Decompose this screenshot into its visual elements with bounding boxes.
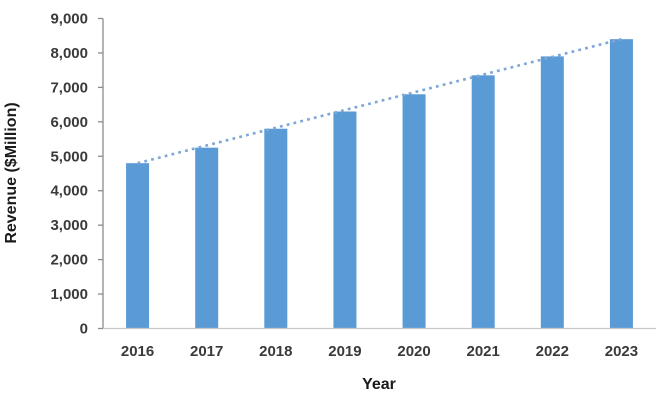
x-axis-title: Year (362, 376, 396, 393)
x-tick-label-2023: 2023 (605, 343, 638, 360)
y-tick-label: 9,000 (50, 11, 88, 28)
y-tick-label: 1,000 (50, 286, 88, 303)
x-tick-label-2022: 2022 (536, 343, 569, 360)
bar-2021 (471, 75, 495, 329)
bar-2018 (264, 128, 288, 329)
y-axis-title: Revenue ($Million) (3, 102, 20, 243)
x-tick-label-2021: 2021 (467, 343, 500, 360)
bar-2023 (609, 39, 633, 329)
y-tick-label: 4,000 (50, 183, 88, 200)
y-tick-label: 0 (80, 321, 88, 338)
x-tick-label-2019: 2019 (328, 343, 361, 360)
bar-2022 (540, 56, 564, 329)
bar-2017 (195, 147, 219, 329)
y-tick-label: 8,000 (50, 45, 88, 62)
y-tick-label: 3,000 (50, 217, 88, 234)
y-tick-label: 7,000 (50, 79, 88, 96)
bar-2019 (333, 111, 357, 329)
y-tick-label: 6,000 (50, 114, 88, 131)
x-tick-label-2016: 2016 (121, 343, 154, 360)
x-tick-label-2017: 2017 (190, 343, 223, 360)
bar-2020 (402, 94, 426, 329)
x-tick-label-2018: 2018 (259, 343, 292, 360)
y-tick-label: 5,000 (50, 148, 88, 165)
y-tick-label: 2,000 (50, 252, 88, 269)
bar-2016 (126, 163, 150, 329)
x-tick-label-2020: 2020 (397, 343, 430, 360)
